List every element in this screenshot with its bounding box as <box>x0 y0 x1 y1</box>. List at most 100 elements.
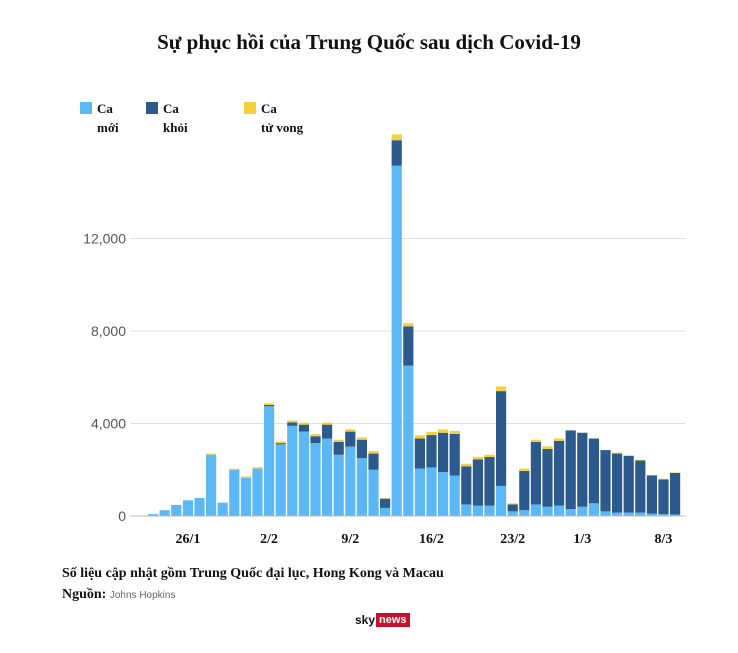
bar-segment-deaths <box>623 455 634 456</box>
bar-segment-new-cases <box>554 505 565 516</box>
bar-segment-deaths <box>275 441 286 444</box>
bar-segment-new-cases <box>600 511 611 516</box>
y-tick-label: 4,000 <box>91 416 126 432</box>
bar-segment-new-cases <box>298 431 309 516</box>
bar-segment-recovered <box>658 479 669 515</box>
bar-segment-recovered <box>356 439 367 459</box>
bar-segment-deaths <box>322 422 333 425</box>
bar-segment-recovered <box>426 435 437 468</box>
bar-segment-deaths <box>333 439 344 442</box>
bar-segment-new-cases <box>623 512 634 516</box>
bar-segment-deaths <box>426 431 437 436</box>
bar-segment-new-cases <box>530 504 541 516</box>
bar-segment-recovered <box>670 472 681 515</box>
x-tick-label: 8/3 <box>655 532 673 547</box>
legend-label-line: Ca <box>261 101 277 116</box>
bar-segment-recovered <box>438 432 449 473</box>
bar-segment-recovered <box>449 433 460 476</box>
legend-label-line: Ca <box>163 101 179 116</box>
bar-segment-new-cases <box>171 504 182 516</box>
legend-swatch-deaths <box>244 102 256 114</box>
legend-swatch-new-cases <box>80 102 92 114</box>
bar-segment-deaths <box>519 468 530 471</box>
x-tick-label: 9/2 <box>341 532 359 547</box>
bar-segment-recovered <box>380 498 391 508</box>
legend-label-line: mới <box>97 120 119 135</box>
footnote: Số liệu cập nhật gồm Trung Quốc đại lục,… <box>62 566 444 581</box>
bar-segment-new-cases <box>322 438 333 516</box>
bar-segment-deaths <box>449 430 460 434</box>
bar-segment-deaths <box>646 474 657 476</box>
bar-segment-new-cases <box>275 444 286 516</box>
bar-segment-deaths <box>287 420 298 423</box>
bar-segment-new-cases <box>252 468 263 516</box>
y-tick-label: 0 <box>118 508 126 524</box>
bar-segment-deaths <box>484 454 495 458</box>
bar-segment-recovered <box>310 436 321 444</box>
bar-segment-recovered <box>484 457 495 506</box>
x-tick-label: 16/2 <box>419 532 444 547</box>
bar-segment-new-cases <box>449 475 460 516</box>
bar-segment-new-cases <box>240 477 251 516</box>
bar-segment-new-cases <box>356 458 367 516</box>
bar-segment-new-cases <box>229 469 240 516</box>
chart-title: Sự phục hồi của Trung Quốc sau dịch Covi… <box>157 30 581 54</box>
bar-segment-recovered <box>275 443 286 445</box>
bar-segment-deaths <box>530 439 541 442</box>
bar-segment-new-cases <box>182 500 193 516</box>
legend-label-line: khỏi <box>163 120 188 135</box>
bar-segment-deaths <box>438 429 449 433</box>
bar-segment-recovered <box>287 422 298 426</box>
bar-segment-new-cases <box>310 443 321 516</box>
source-label: Nguồn: <box>62 587 107 602</box>
bar-segment-recovered <box>264 405 275 407</box>
bar-segment-new-cases <box>368 469 379 516</box>
bar-segment-new-cases <box>380 507 391 516</box>
source-name: Johns Hopkins <box>109 590 176 601</box>
legend-item-deaths: Ca tử vong <box>244 99 303 137</box>
x-tick-label: 26/1 <box>175 532 200 547</box>
bar-segment-deaths <box>542 446 553 449</box>
bar-segment-new-cases <box>472 505 483 516</box>
bar-segment-recovered <box>565 430 576 510</box>
legend-label-deaths: Ca tử vong <box>261 99 303 137</box>
bar-segment-deaths <box>345 429 356 432</box>
legend-label-recovered: Ca khỏi <box>163 99 188 137</box>
bar-segment-new-cases <box>496 485 507 516</box>
bar-segment-new-cases <box>194 497 205 516</box>
bar-segment-recovered <box>612 453 623 513</box>
legend-item-new-cases: Ca mới <box>80 99 119 137</box>
bar-segment-new-cases <box>461 504 472 516</box>
bar-segment-new-cases <box>345 446 356 516</box>
bar-segment-new-cases <box>646 513 657 516</box>
bar-segment-deaths <box>240 476 251 478</box>
bar-segment-recovered <box>298 424 309 432</box>
bar-segment-recovered <box>345 431 356 447</box>
bar-segment-deaths <box>554 438 565 441</box>
bar-segment-new-cases <box>507 511 518 516</box>
bar-segment-deaths <box>612 452 623 454</box>
bar-segment-recovered <box>461 466 472 505</box>
bar-segment-deaths <box>368 451 379 454</box>
bar-segment-recovered <box>496 391 507 486</box>
logo-sky-text: sky <box>355 612 376 627</box>
legend-label-line: Ca <box>97 101 113 116</box>
bar-segment-recovered <box>403 326 414 366</box>
bar-segment-recovered <box>635 460 646 513</box>
bar-segment-new-cases <box>577 506 588 516</box>
bar-segment-recovered <box>646 475 657 514</box>
bar-segment-new-cases <box>542 506 553 516</box>
bar-segment-recovered <box>519 470 530 511</box>
bar-segment-recovered <box>577 432 588 507</box>
bar-segment-new-cases <box>206 454 217 516</box>
bar-segment-new-cases <box>635 512 646 516</box>
bar-segment-deaths <box>298 422 309 425</box>
x-tick-label: 23/2 <box>500 532 525 547</box>
bar-segment-new-cases <box>565 509 576 516</box>
bar-segment-new-cases <box>588 503 599 516</box>
bar-segment-deaths <box>206 453 217 455</box>
bar-segment-recovered <box>507 504 518 512</box>
legend-swatch-recovered <box>146 102 158 114</box>
bar-segment-recovered <box>322 424 333 439</box>
legend-label-new-cases: Ca mới <box>97 99 119 137</box>
